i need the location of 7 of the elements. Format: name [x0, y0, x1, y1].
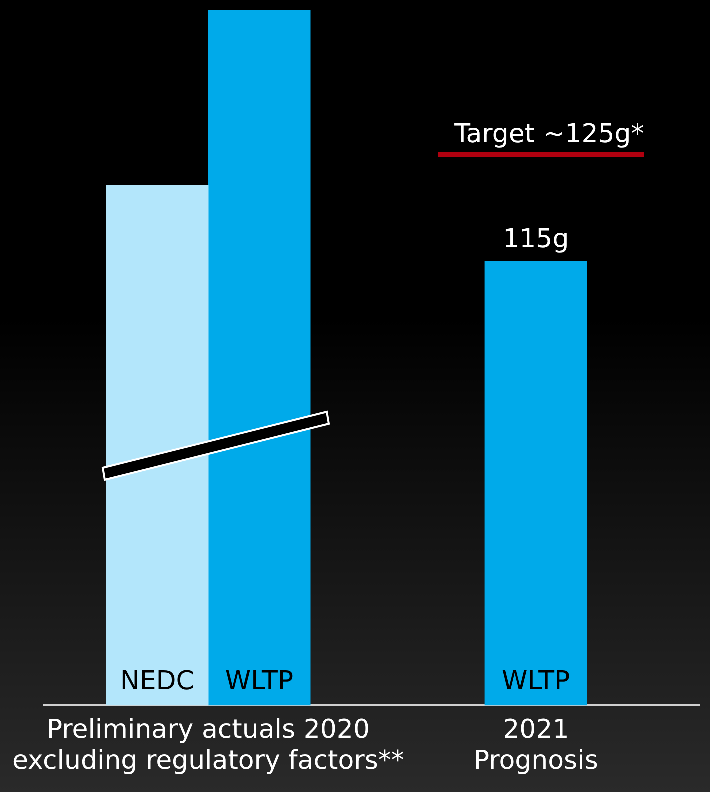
text: WLTP: [502, 666, 570, 696]
series-label: NEDC: [120, 666, 194, 696]
x-tick-label: Preliminary actuals 2020 excluding regulatory factors**: [12, 714, 404, 776]
ref-line-label: Target ~125g*: [454, 119, 644, 150]
x-tick-label: 2021 Prognosis: [474, 714, 598, 776]
series-label: WLTP: [225, 666, 294, 696]
annotation: 115g: [503, 224, 570, 255]
